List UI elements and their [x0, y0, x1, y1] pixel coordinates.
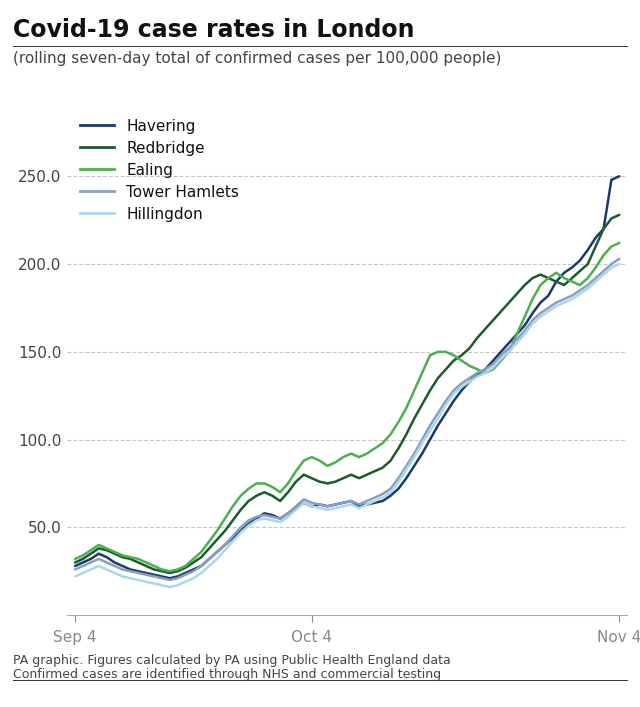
- Tower Hamlets: [545, 304, 552, 312]
- Havering: [536, 298, 544, 307]
- Ealing: [379, 439, 387, 448]
- Havering: [545, 291, 552, 300]
- Text: Confirmed cases are identified through NHS and commercial testing: Confirmed cases are identified through N…: [13, 668, 441, 681]
- Tower Hamlets: [71, 565, 79, 573]
- Havering: [71, 561, 79, 570]
- Ealing: [205, 537, 213, 546]
- Havering: [379, 497, 387, 506]
- Ealing: [616, 239, 623, 247]
- Legend: Havering, Redbridge, Ealing, Tower Hamlets, Hillingdon: Havering, Redbridge, Ealing, Tower Hamle…: [81, 119, 239, 221]
- Ealing: [71, 555, 79, 563]
- Tower Hamlets: [142, 571, 150, 579]
- Hillingdon: [205, 561, 213, 570]
- Tower Hamlets: [166, 575, 173, 584]
- Havering: [166, 574, 173, 583]
- Line: Hillingdon: Hillingdon: [75, 264, 620, 587]
- Havering: [244, 520, 252, 528]
- Text: (rolling seven-day total of confirmed cases per 100,000 people): (rolling seven-day total of confirmed ca…: [13, 51, 501, 66]
- Redbridge: [536, 270, 544, 279]
- Hillingdon: [379, 493, 387, 502]
- Hillingdon: [71, 572, 79, 580]
- Redbridge: [545, 274, 552, 282]
- Redbridge: [379, 463, 387, 472]
- Hillingdon: [244, 521, 252, 530]
- Redbridge: [142, 561, 150, 570]
- Line: Redbridge: Redbridge: [75, 215, 620, 573]
- Ealing: [142, 559, 150, 567]
- Ealing: [244, 484, 252, 493]
- Tower Hamlets: [616, 255, 623, 263]
- Hillingdon: [142, 578, 150, 586]
- Text: PA graphic. Figures calculated by PA using Public Health England data: PA graphic. Figures calculated by PA usi…: [13, 654, 451, 667]
- Redbridge: [244, 497, 252, 506]
- Redbridge: [166, 568, 173, 577]
- Havering: [205, 555, 213, 563]
- Text: Covid-19 case rates in London: Covid-19 case rates in London: [13, 18, 414, 42]
- Ealing: [166, 567, 173, 575]
- Hillingdon: [166, 583, 173, 591]
- Redbridge: [71, 559, 79, 567]
- Tower Hamlets: [379, 490, 387, 498]
- Ealing: [536, 281, 544, 289]
- Hillingdon: [536, 312, 544, 321]
- Line: Tower Hamlets: Tower Hamlets: [75, 259, 620, 580]
- Redbridge: [205, 544, 213, 553]
- Havering: [616, 172, 623, 180]
- Redbridge: [616, 211, 623, 219]
- Hillingdon: [616, 259, 623, 268]
- Tower Hamlets: [205, 555, 213, 563]
- Tower Hamlets: [244, 516, 252, 525]
- Line: Havering: Havering: [75, 176, 620, 578]
- Ealing: [545, 274, 552, 282]
- Havering: [142, 568, 150, 577]
- Hillingdon: [545, 307, 552, 315]
- Tower Hamlets: [536, 309, 544, 317]
- Line: Ealing: Ealing: [75, 243, 620, 571]
